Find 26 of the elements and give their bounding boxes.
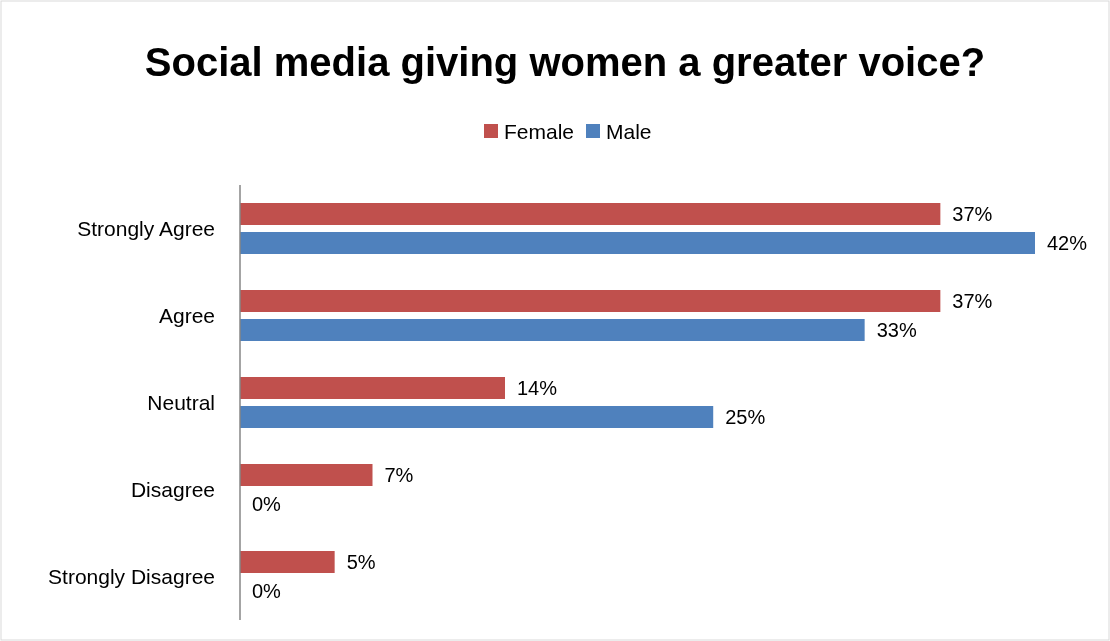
bar [240, 406, 714, 428]
bar [240, 290, 941, 312]
data-label: 7% [384, 464, 414, 486]
chart-title: Social media giving women a greater voice? [144, 40, 986, 84]
data-label: 37% [952, 203, 993, 225]
y-tick-label: Strongly Agree [77, 217, 215, 240]
data-label: 0% [252, 580, 282, 602]
y-tick-label: Neutral [147, 391, 215, 414]
data-label: 33% [876, 319, 917, 341]
legend-label: Male [606, 119, 652, 143]
bar [240, 551, 335, 573]
bar [240, 377, 505, 399]
data-label: 25% [725, 406, 766, 428]
bar [240, 464, 373, 486]
data-label: 0% [252, 493, 282, 515]
data-label: 37% [952, 290, 993, 312]
data-label: 42% [1047, 232, 1088, 254]
data-label: 14% [517, 377, 558, 399]
data-label: 5% [346, 551, 376, 573]
y-tick-label: Strongly Disagree [48, 565, 215, 588]
y-tick-label: Disagree [130, 478, 215, 501]
legend-label: Female [504, 119, 575, 143]
y-tick-label: Agree [158, 304, 215, 327]
bar [240, 319, 865, 341]
bar [240, 203, 941, 225]
bar [240, 232, 1035, 254]
